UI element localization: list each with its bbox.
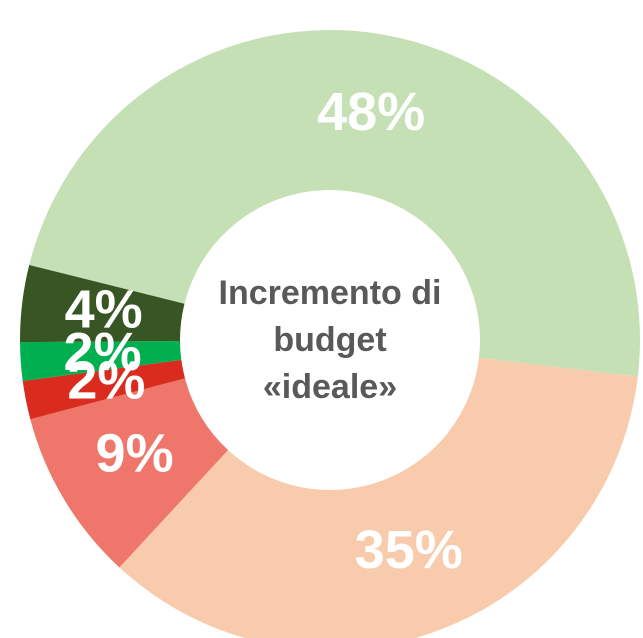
donut-segment bbox=[20, 341, 182, 381]
data-label: 9% bbox=[96, 424, 174, 484]
donut-segment bbox=[20, 265, 185, 343]
data-label: 2% bbox=[67, 351, 145, 411]
data-label: 35% bbox=[355, 520, 463, 580]
data-label: 48% bbox=[317, 82, 425, 142]
data-label: 4% bbox=[65, 279, 143, 339]
donut-segment bbox=[22, 359, 185, 420]
donut-segment bbox=[30, 378, 229, 568]
donut-segment bbox=[29, 29, 641, 377]
donut-segment bbox=[119, 357, 638, 638]
data-label: 2% bbox=[64, 322, 142, 382]
center-label: Incremento di budget «ideale» bbox=[218, 274, 442, 406]
